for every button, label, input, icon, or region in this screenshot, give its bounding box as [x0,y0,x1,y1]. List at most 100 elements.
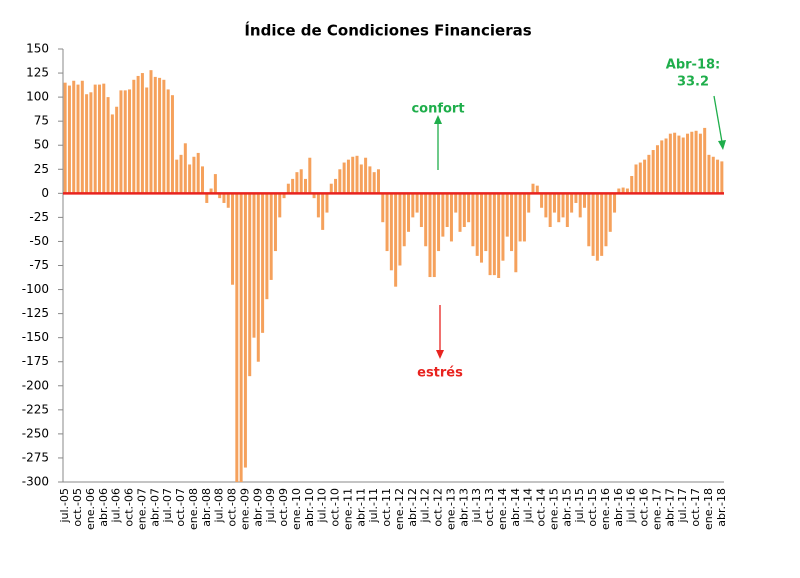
bar [89,92,93,194]
x-tick-label: oct.-17 [689,488,702,527]
bar [711,156,715,194]
y-tick-label: -150 [22,330,49,344]
x-tick-label: ene.-12 [393,488,406,530]
bar [316,193,320,218]
bar [522,193,526,242]
bar [475,193,479,256]
x-tick-label: abr.-16 [612,488,625,527]
abr18-arrowhead [718,140,726,150]
x-tick-label: oct.-16 [638,488,651,527]
bar [364,157,368,194]
bar [462,193,466,228]
bar [222,193,226,203]
x-tick-label: jul.-08 [213,488,226,524]
bar [145,87,149,194]
x-tick-label: oct.-09 [277,488,290,527]
bar [398,193,402,266]
bar [630,176,634,194]
x-tick-label: ene.-15 [547,488,560,530]
bar [338,169,342,194]
x-tick-label: abr.-15 [560,488,573,527]
bar [110,114,114,194]
x-tick-label: abr.-13 [457,488,470,527]
bar [273,193,277,252]
bar [76,84,80,194]
bar [492,193,496,276]
bar [325,193,329,213]
bar [282,193,286,199]
bar [608,193,612,232]
bar [312,193,316,199]
bar [115,106,119,194]
y-tick-label: -275 [22,450,49,464]
x-tick-label: abr.-18 [715,488,728,527]
bar [93,84,97,194]
x-tick-label: abr.-11 [354,488,367,527]
bar [355,155,359,194]
bar [565,193,569,228]
bar [540,193,544,208]
bar [321,193,325,230]
bar [278,193,282,218]
bar [471,193,475,247]
y-tick-label: 0 [41,186,49,200]
bar [295,172,299,194]
y-tick-label: -200 [22,378,49,392]
x-tick-label: oct.-14 [535,488,548,527]
bar [510,193,514,252]
x-tick-label: jul.-05 [58,488,71,524]
bar [179,154,183,194]
x-tick-label: ene.-06 [84,488,97,530]
bar [394,193,398,287]
y-tick-label: 25 [34,162,49,176]
annotation: 33.2 [677,75,709,90]
x-tick-label: oct.-13 [483,488,496,527]
bar [647,154,651,194]
x-tick-label: ene.-11 [341,488,354,530]
bar [304,178,308,194]
bar [716,159,720,194]
bar [166,89,170,194]
bar [72,80,76,194]
bar [63,82,67,194]
bar [359,164,363,194]
x-tick-label: oct.-08 [226,488,239,527]
x-tick-label: oct.-06 [123,488,136,527]
bar [664,138,668,194]
bar [239,193,243,483]
bar [484,193,488,252]
x-tick-label: ene.-13 [444,488,457,530]
bar [153,76,157,194]
x-tick-label: jul.-12 [419,488,432,524]
annotation: estrés [417,366,463,381]
y-tick-label: -25 [29,210,49,224]
bar [192,156,196,194]
bar [261,193,265,333]
bar [587,193,591,247]
bar [308,157,312,194]
y-tick-label: -175 [22,354,49,368]
bar [514,193,518,273]
x-tick-label: oct.-11 [380,488,393,527]
x-tick-label: ene.-07 [135,488,148,530]
bar [651,150,655,194]
bar [368,166,372,194]
bar [342,162,346,194]
bar [372,172,376,194]
y-tick-label: -225 [22,402,49,416]
bar [488,193,492,276]
bar [85,94,89,194]
bar [578,193,582,218]
bar [527,193,531,213]
bar [694,130,698,194]
bar [445,193,449,228]
bar [67,85,71,194]
bar [291,178,295,194]
bar [703,127,707,194]
bar [501,193,505,261]
bar [149,70,153,194]
y-tick-label: 50 [34,138,49,152]
bar [613,193,617,213]
x-tick-label: abr.-14 [509,488,522,527]
bar [123,90,127,194]
